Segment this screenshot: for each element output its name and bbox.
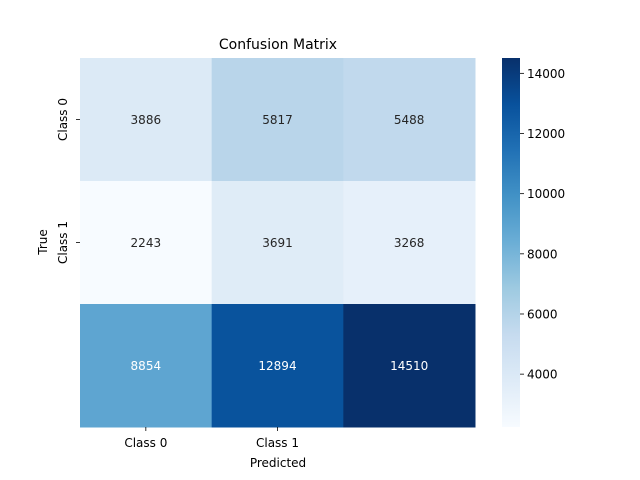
cell-value-label: 3268 — [394, 236, 425, 250]
x-tick-label: Class 0 — [124, 436, 167, 450]
colorbar-tick-label: 6000 — [527, 307, 558, 321]
heatmap-cells: 3886 5817 5488 2243 3691 3268 8854 12894 14510 — [80, 58, 476, 428]
heatmap-cell — [343, 58, 476, 182]
cell-value-label: 3886 — [131, 113, 162, 127]
heatmap-cell — [80, 181, 213, 305]
y-axis-label: True — [36, 229, 50, 256]
x-tick-label: Class 1 — [256, 436, 299, 450]
x-tick-labels: Class 0 Class 1 — [124, 427, 299, 450]
x-axis-label: Predicted — [250, 456, 306, 470]
colorbar-tick-label: 4000 — [527, 368, 558, 382]
cell-value-label: 2243 — [131, 236, 162, 250]
cell-value-label: 8854 — [131, 359, 162, 373]
heatmap-cell — [211, 58, 344, 182]
colorbar-gradient — [502, 58, 520, 427]
heatmap-cell — [211, 181, 344, 305]
colorbar: 4000 6000 8000 10000 12000 14000 — [502, 58, 565, 427]
y-tick-labels: Class 0 Class 1 — [56, 98, 80, 264]
heatmap-cell — [343, 181, 476, 305]
colorbar-tick-label: 10000 — [527, 187, 565, 201]
y-tick-label: Class 1 — [56, 221, 70, 264]
cell-value-label: 5817 — [262, 113, 293, 127]
cell-value-label: 3691 — [262, 236, 293, 250]
heatmap-cell — [80, 58, 213, 182]
heatmap-cell — [343, 304, 476, 428]
colorbar-tick-label: 8000 — [527, 247, 558, 261]
heatmap-cell — [211, 304, 344, 428]
cell-value-label: 14510 — [390, 359, 428, 373]
cell-value-label: 5488 — [394, 113, 425, 127]
chart-title: Confusion Matrix — [219, 37, 337, 53]
heatmap-cell — [80, 304, 213, 428]
y-tick-label: Class 0 — [56, 98, 70, 141]
colorbar-tick-label: 14000 — [527, 67, 565, 81]
colorbar-tick-label: 12000 — [527, 127, 565, 141]
cell-value-label: 12894 — [258, 359, 296, 373]
